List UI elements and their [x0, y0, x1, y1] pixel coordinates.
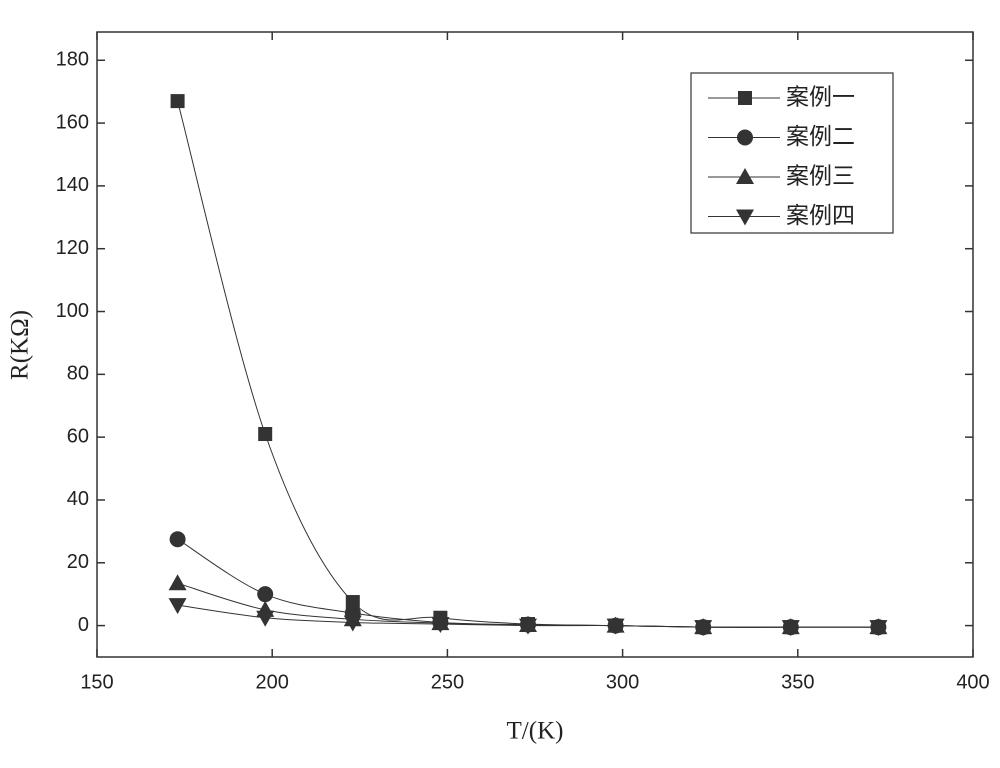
- data-point: [258, 427, 273, 442]
- data-point: [168, 598, 187, 615]
- legend-label: 案例二: [786, 124, 855, 150]
- y-axis-title: R(KΩ): [7, 310, 34, 380]
- y-tick-label: 0: [78, 614, 89, 636]
- legend-marker: [736, 209, 754, 226]
- x-tick-label: 200: [256, 671, 289, 693]
- data-point: [169, 531, 186, 548]
- x-tick-label: 150: [80, 671, 113, 693]
- y-tick-label: 20: [67, 551, 89, 573]
- x-tick-label: 400: [956, 671, 989, 693]
- data-point: [343, 615, 362, 632]
- data-point: [170, 94, 185, 109]
- x-tick-label: 300: [606, 671, 639, 693]
- y-tick-label: 80: [67, 363, 89, 385]
- data-point: [518, 618, 537, 635]
- series-line: [177, 538, 879, 628]
- legend-box: [690, 72, 894, 234]
- data-point: [781, 620, 800, 637]
- x-tick-label: 350: [781, 671, 814, 693]
- y-tick-label: 160: [56, 111, 89, 133]
- x-axis-title: T/(K): [507, 718, 564, 745]
- data-point: [606, 618, 625, 635]
- legend-label: 案例一: [786, 85, 855, 111]
- data-point: [694, 620, 713, 637]
- y-tick-label: 40: [67, 488, 89, 510]
- data-point: [345, 595, 360, 610]
- data-point: [431, 617, 450, 634]
- legend-marker: [737, 129, 753, 146]
- y-tick-label: 100: [56, 300, 89, 322]
- data-point: [168, 574, 187, 591]
- y-tick-label: 140: [56, 174, 89, 196]
- plot-frame: [96, 31, 974, 658]
- legend-marker: [738, 91, 752, 105]
- legend-marker: [736, 168, 754, 184]
- legend-label: 案例四: [786, 203, 855, 229]
- data-point: [257, 586, 274, 603]
- y-tick-label: 180: [56, 49, 89, 71]
- y-tick-label: 60: [67, 425, 89, 447]
- x-tick-label: 250: [431, 671, 464, 693]
- legend-label: 案例三: [786, 164, 855, 190]
- data-point: [869, 620, 888, 637]
- y-tick-label: 120: [56, 237, 89, 259]
- data-point: [256, 610, 275, 627]
